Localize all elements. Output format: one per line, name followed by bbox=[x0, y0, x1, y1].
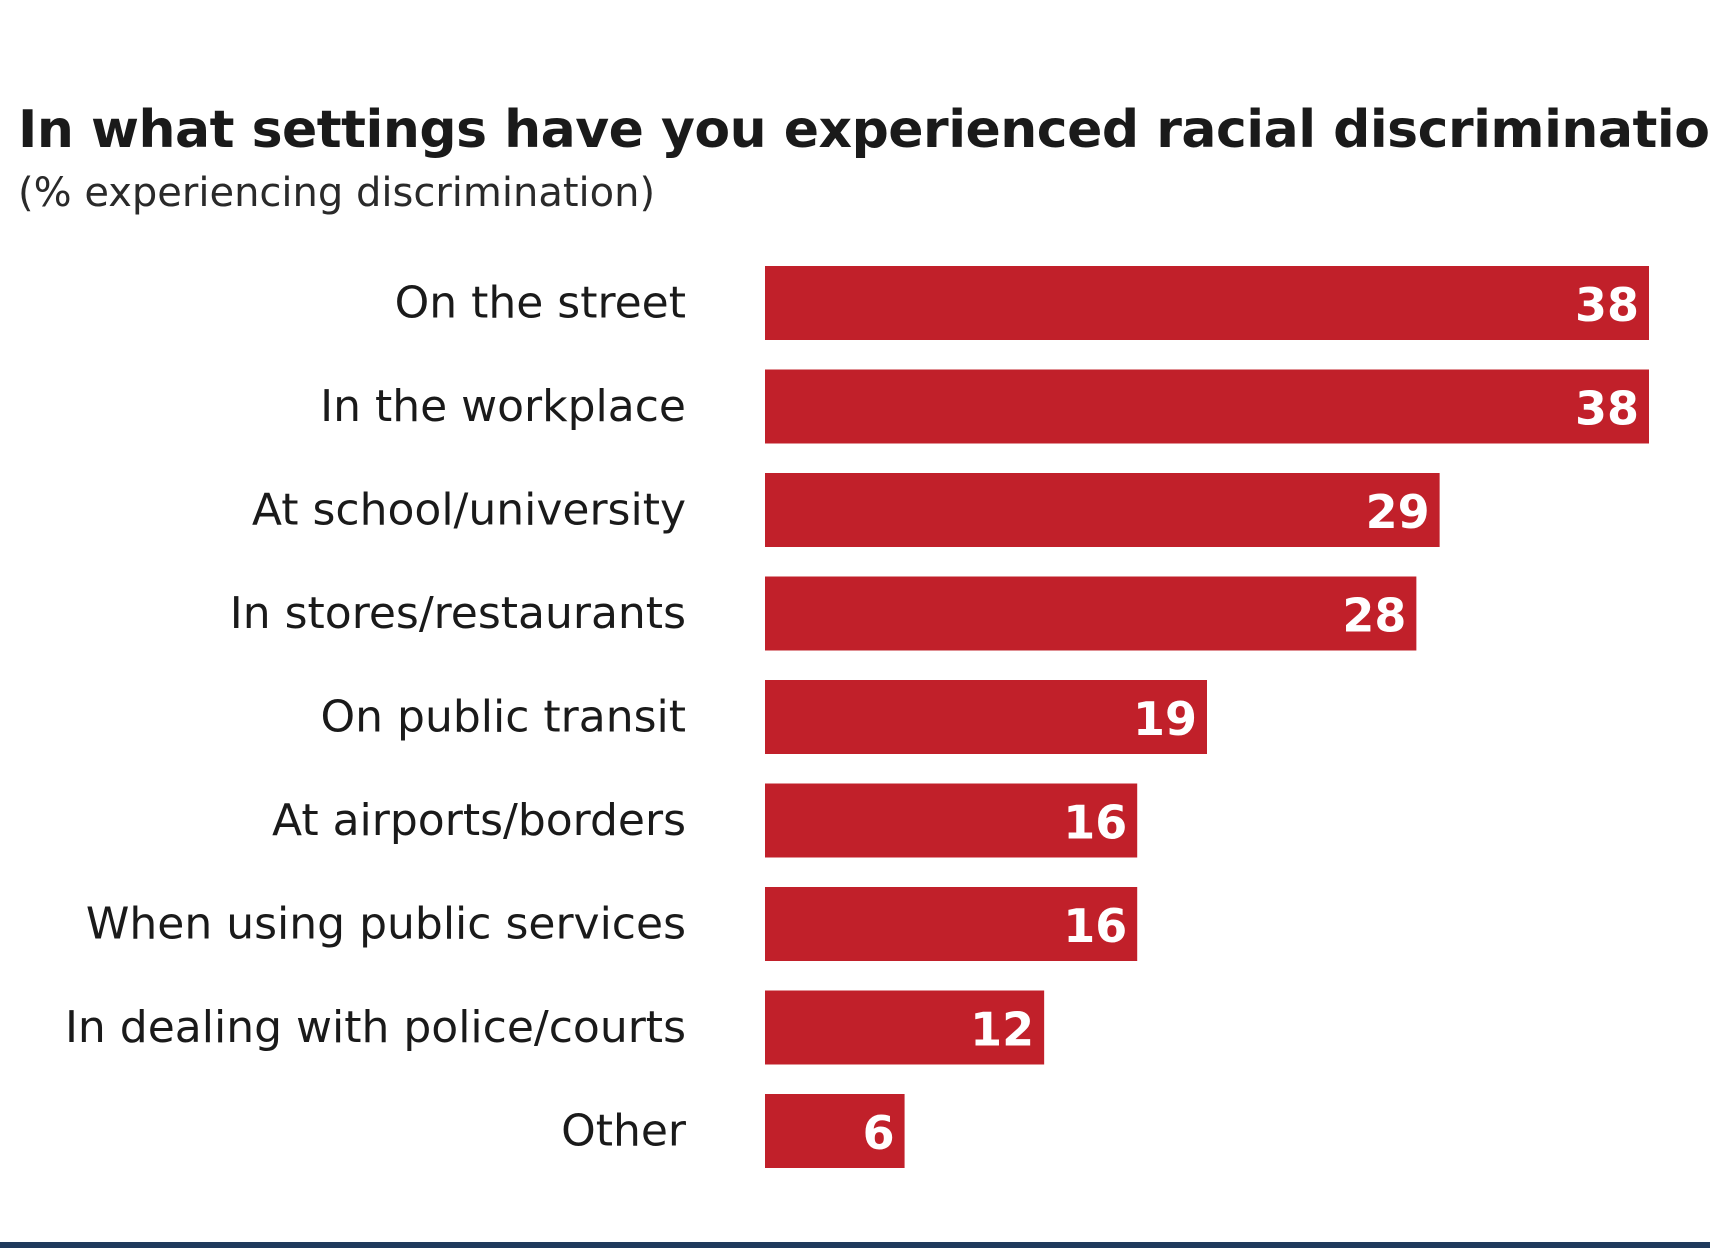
bar-row: In stores/restaurants 28 bbox=[230, 576, 1417, 651]
bar bbox=[765, 576, 1417, 651]
bar bbox=[765, 990, 1045, 1065]
bar bbox=[765, 680, 1207, 754]
bar-row: In dealing with police/courts 12 bbox=[65, 990, 1045, 1065]
bottom-rule bbox=[0, 1242, 1710, 1248]
bars-layer: On the street 38 In the workplace 38 At scho… bbox=[65, 266, 1649, 1168]
category-label: At airports/borders bbox=[272, 795, 686, 846]
value-label: 28 bbox=[1342, 589, 1406, 643]
category-label: On the street bbox=[395, 278, 686, 329]
bar-row: At airports/borders 16 bbox=[272, 783, 1138, 858]
bar bbox=[765, 1094, 905, 1168]
bar bbox=[765, 887, 1138, 961]
category-label: Other bbox=[561, 1106, 687, 1157]
bar-row: Other 6 bbox=[561, 1094, 905, 1168]
category-label: In stores/restaurants bbox=[230, 588, 686, 639]
bar bbox=[765, 369, 1649, 444]
value-label: 16 bbox=[1063, 796, 1127, 850]
bar bbox=[765, 266, 1649, 340]
bar-row: On public transit 19 bbox=[321, 680, 1207, 754]
value-label: 29 bbox=[1366, 485, 1430, 539]
bar-row: In the workplace 38 bbox=[320, 369, 1649, 444]
bar bbox=[765, 473, 1440, 547]
value-label: 16 bbox=[1063, 899, 1127, 953]
value-label: 38 bbox=[1575, 382, 1639, 436]
category-label: When using public services bbox=[86, 899, 686, 950]
value-label: 6 bbox=[863, 1106, 895, 1160]
category-label: On public transit bbox=[321, 692, 686, 743]
category-label: In the workplace bbox=[320, 381, 686, 432]
chart-title: In what settings have you experienced ra… bbox=[18, 100, 1710, 160]
value-label: 19 bbox=[1133, 692, 1197, 746]
bar-row: When using public services 16 bbox=[86, 887, 1138, 961]
bar-row: At school/university 29 bbox=[252, 473, 1440, 547]
category-label: At school/university bbox=[252, 485, 686, 536]
value-label: 12 bbox=[970, 1003, 1034, 1057]
bar bbox=[765, 783, 1138, 858]
chart-subtitle: (% experiencing discrimination) bbox=[18, 170, 656, 216]
value-label: 38 bbox=[1575, 278, 1639, 332]
bar-row: On the street 38 bbox=[395, 266, 1649, 340]
category-label: In dealing with police/courts bbox=[65, 1002, 686, 1053]
